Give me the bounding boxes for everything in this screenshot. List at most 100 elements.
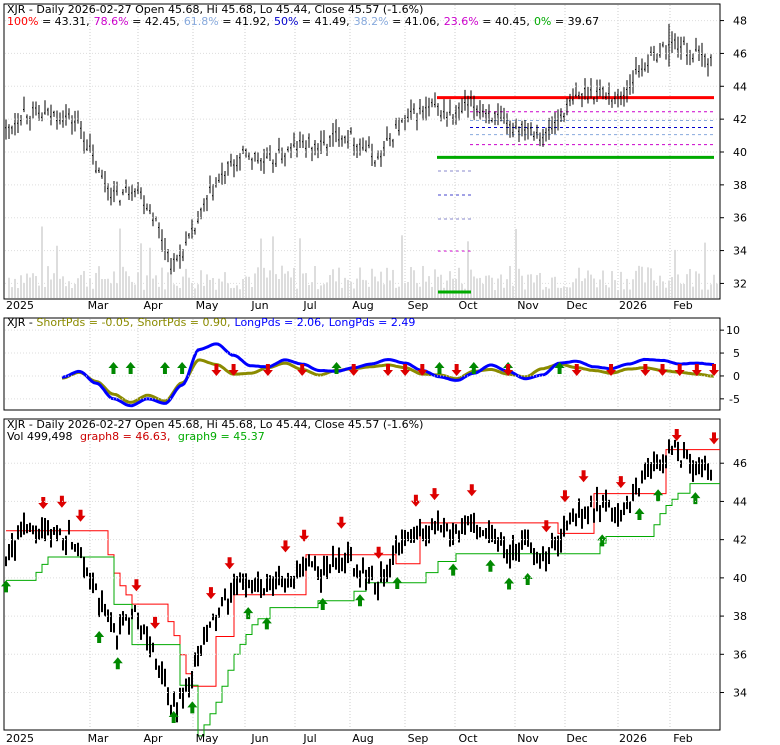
volume-bar	[632, 279, 634, 298]
price-header: XJR - Daily 2026-02-27 Open 45.68, Hi 45…	[7, 3, 423, 16]
stops-x-tick: 2026	[619, 732, 647, 745]
volume-bar	[200, 270, 202, 298]
volume-bar	[500, 274, 502, 298]
stops-panel-frame	[3, 418, 721, 731]
volume-bar	[422, 265, 424, 298]
volume-bar	[611, 271, 613, 298]
volume-bar	[647, 267, 649, 298]
sell-arrow	[297, 364, 308, 376]
stops-x-tick: Jun	[250, 732, 268, 745]
volume-bar	[41, 226, 43, 298]
volume-bar	[569, 287, 571, 298]
volume-bar	[566, 287, 568, 298]
volume-bar	[533, 282, 535, 298]
volume-bar	[701, 289, 703, 298]
stops-sell-arrow	[336, 516, 347, 529]
price-panel-title: XJR - Daily 2026-02-27 Open 45.68, Hi 45…	[7, 3, 423, 16]
volume-bar	[182, 276, 184, 298]
stops-x-tick: Aug	[352, 732, 373, 745]
volume-bar	[476, 278, 478, 298]
price-y-tick: 46	[733, 47, 747, 60]
fib-levels-line: 100% = 43.31, 78.6% = 42.45, 61.8% = 41.92…	[7, 15, 599, 28]
volume-bar	[212, 278, 214, 298]
volume-bar	[596, 287, 598, 298]
volume-bar	[383, 284, 385, 298]
volume-bar	[227, 283, 229, 298]
volume-bar	[191, 283, 193, 298]
volume-bar	[248, 276, 250, 298]
sell-arrow	[228, 364, 239, 376]
volume-bar	[515, 228, 517, 298]
volume-bar	[239, 289, 241, 298]
volume-bar	[497, 278, 499, 298]
price-x-tick: Sep	[408, 299, 429, 312]
sell-arrow	[709, 364, 719, 376]
volume-bar	[608, 287, 610, 298]
sell-arrow	[503, 364, 514, 376]
volume-bar	[230, 288, 232, 298]
indicator-y-tick: 0	[733, 370, 740, 383]
sell-arrow	[640, 364, 651, 376]
volume-bar	[26, 273, 28, 298]
volume-bar	[8, 277, 10, 298]
volume-bar	[644, 282, 646, 298]
volume-bar	[674, 249, 676, 298]
fib-level-value: = 40.45,	[479, 15, 530, 28]
volume-bar	[215, 289, 217, 298]
volume-bar	[530, 274, 532, 298]
volume-bar	[95, 272, 97, 298]
volume-bar	[113, 271, 115, 298]
stops-x-tick: Oct	[458, 732, 478, 745]
stops-sell-arrow	[410, 494, 421, 507]
stops-buy-arrow	[261, 617, 272, 630]
stops-sell-arrow	[75, 509, 86, 522]
volume-bar	[638, 265, 640, 298]
stops-x-tick: May	[196, 732, 219, 745]
stops-x-tick: Jul	[302, 732, 316, 745]
stops-buy-arrow	[1, 580, 11, 593]
volume-bar	[710, 284, 712, 298]
volume-bar	[623, 289, 625, 298]
volume-bar	[392, 269, 394, 298]
indicator-legend-item: LongPds = 2.49	[329, 316, 416, 329]
volume-bar	[656, 285, 658, 298]
volume-bar	[338, 267, 340, 298]
volume-bar	[275, 274, 277, 298]
price-panel: 48 46 44 42 40 38 36 34 32 2025 Mar Apr May Jun Jul Au…	[3, 3, 747, 312]
price-y-tick: 40	[733, 146, 747, 159]
volume-bar	[83, 271, 85, 298]
volume-bar	[278, 278, 280, 298]
volume-bar	[452, 278, 454, 298]
buy-arrow	[177, 362, 188, 374]
fib-level-label: 100%	[7, 15, 38, 28]
stops-buy-arrow	[504, 577, 515, 590]
volume-bar	[374, 276, 376, 298]
stops-buy-arrow	[112, 657, 123, 670]
volume-bar	[296, 288, 298, 298]
volume-bar	[356, 278, 358, 298]
volume-bar	[536, 275, 538, 298]
sell-arrow	[417, 364, 428, 376]
volume-bar	[359, 267, 361, 298]
stops-sell-arrow	[299, 529, 310, 542]
volume-bar	[527, 274, 529, 298]
volume-bar	[23, 282, 25, 298]
stops-sell-arrow	[541, 520, 552, 533]
volume-bar	[542, 289, 544, 298]
stops-buy-arrow	[392, 576, 403, 589]
stops-buy-arrow	[634, 508, 645, 521]
volume-bar	[602, 270, 604, 298]
volume-bar	[146, 275, 148, 298]
price-y-tick: 36	[733, 212, 747, 225]
indicator-legend-item: ShortPds = 0.90,	[137, 316, 230, 329]
volume-bar	[251, 286, 253, 298]
volume-bar	[194, 288, 196, 298]
sell-arrow	[451, 364, 462, 376]
volume-bar	[353, 288, 355, 298]
stops-y-tick: 34	[733, 687, 747, 700]
price-y-tick: 32	[733, 277, 747, 290]
volume-bar	[65, 286, 67, 298]
volume-bar	[410, 266, 412, 298]
sell-arrow	[691, 364, 702, 376]
volume-bar	[77, 278, 79, 298]
